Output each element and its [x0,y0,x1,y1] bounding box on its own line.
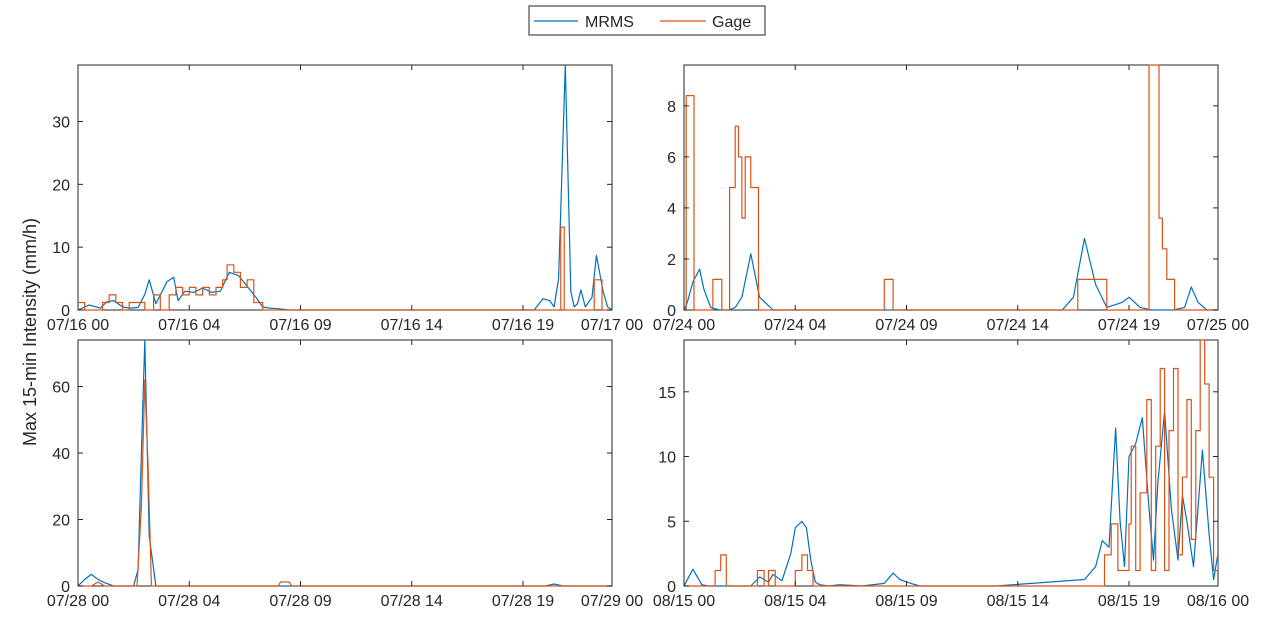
axes-frame [683,64,1219,311]
panel-bottom-left: 07/28 00 07/28 04 07/28 09 07/28 14 07/28 19… [47,339,643,610]
x-tick-label: 07/16 04 [158,317,220,334]
x-tick-label: 07/24 14 [987,317,1049,334]
x-tick-label: 07/28 14 [381,593,443,610]
y-tick-label: 6 [667,150,676,167]
y-tick-label: 10 [52,240,70,257]
x-tick-label: 07/24 09 [875,317,937,334]
x-tick-label: 07/16 00 [47,317,109,334]
x-tick-label: 07/28 04 [158,593,220,610]
y-tick-label: 4 [667,201,676,218]
x-tick-label: 08/15 14 [987,593,1049,610]
y-tick-label: 2 [667,252,676,269]
y-tick-label: 20 [52,177,70,194]
panel-bottom-right: 08/15 00 08/15 04 08/15 09 08/15 14 08/15 19… [653,339,1249,610]
x-tick-label: 08/15 00 [653,593,715,610]
x-tick-label: 07/28 00 [47,593,109,610]
axes-frame [77,64,613,311]
x-tick-label: 07/25 00 [1187,317,1249,334]
axes-frame [683,339,1219,587]
y-tick-label: 60 [52,380,70,397]
x-tick-label: 07/16 09 [269,317,331,334]
y-tick-label: 0 [61,579,70,596]
legend-label-mrms: MRMS [585,14,634,31]
x-tick-label: 07/28 19 [492,593,554,610]
y-tick-label: 40 [52,446,70,463]
y-tick-label: 0 [667,303,676,320]
y-axis-label: Max 15-min Intensity (mm/h) [20,218,40,446]
series-line-gage [78,379,612,587]
y-tick-label: 5 [667,514,676,531]
y-tick-label: 30 [52,115,70,132]
series-line-gage [78,226,612,311]
y-tick-label: 8 [667,99,676,116]
x-tick-label: 07/24 19 [1098,317,1160,334]
legend: MRMS Gage [528,5,766,36]
y-tick-label: 20 [52,513,70,530]
x-tick-label: 08/16 00 [1187,593,1249,610]
panel-top-left: 07/16 00 07/16 04 07/16 09 07/16 14 07/16 19… [47,64,643,334]
x-tick-label: 07/24 00 [653,317,715,334]
x-tick-label: 07/16 14 [381,317,443,334]
series-line-gage [684,64,1218,311]
panel-top-right: 07/24 00 07/24 04 07/24 09 07/24 14 07/24 19… [653,64,1249,334]
x-tick-label: 08/15 09 [875,593,937,610]
y-tick-label: 0 [61,303,70,320]
legend-label-gage: Gage [712,14,751,31]
x-tick-label: 08/15 19 [1098,593,1160,610]
x-tick-label: 07/28 09 [269,593,331,610]
x-tick-label: 07/16 19 [492,317,554,334]
y-tick-label: 0 [667,579,676,596]
x-tick-label: 08/15 04 [764,593,826,610]
axes-frame [77,339,613,587]
x-tick-label: 07/17 00 [581,317,643,334]
y-tick-label: 10 [658,450,676,467]
x-tick-label: 07/24 04 [764,317,826,334]
y-tick-label: 15 [658,385,676,402]
x-tick-label: 07/29 00 [581,593,643,610]
series-line-gage [684,339,1218,587]
